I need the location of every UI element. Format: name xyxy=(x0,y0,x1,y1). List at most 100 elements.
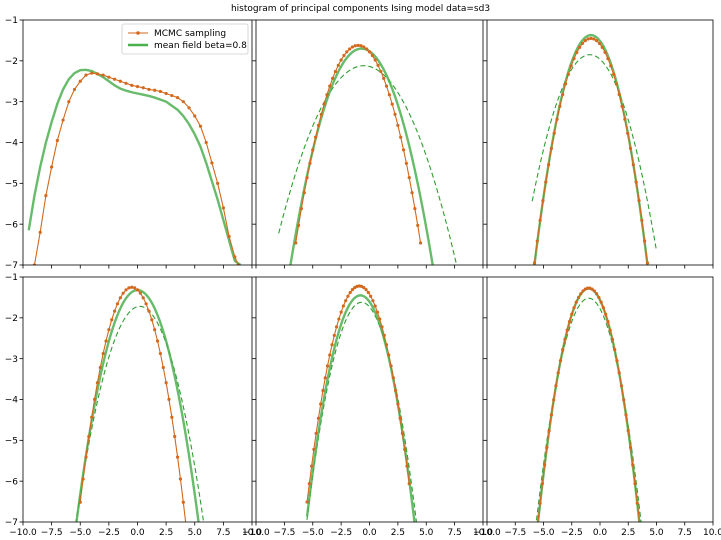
y-tick-label: −6 xyxy=(5,220,19,230)
mcmc-point xyxy=(567,320,572,324)
mcmc-point xyxy=(323,376,327,380)
mcmc-point xyxy=(387,353,391,357)
mcmc-point xyxy=(546,163,551,167)
x-tick-label: 5.0 xyxy=(649,528,664,538)
mcmc-point xyxy=(597,41,602,46)
mean-field-dashed-line xyxy=(75,305,205,522)
mcmc-point xyxy=(107,75,111,79)
mcmc-point xyxy=(554,384,558,388)
x-tick-label: 2.5 xyxy=(621,528,635,538)
plot-area xyxy=(305,284,417,522)
mcmc-point xyxy=(78,500,82,504)
mcmc-point xyxy=(592,37,596,41)
x-tick-label: −2.5 xyxy=(98,528,120,538)
mcmc-point xyxy=(589,36,593,40)
x-tick-label: 5.0 xyxy=(419,528,434,538)
mcmc-point xyxy=(342,53,346,58)
y-tick-label: −6 xyxy=(5,477,19,487)
mcmc-point xyxy=(90,415,94,419)
mcmc-point xyxy=(620,104,624,108)
mcmc-point xyxy=(633,482,637,486)
mcmc-point xyxy=(61,118,65,122)
mcmc-point xyxy=(609,64,613,68)
axes-frame xyxy=(255,19,484,266)
mcmc-point xyxy=(350,45,355,49)
mcmc-point xyxy=(540,482,544,486)
mcmc-point xyxy=(330,343,334,347)
mcmc-point xyxy=(403,447,407,451)
axes-frame xyxy=(486,19,714,266)
x-tick-label: −5.0 xyxy=(533,528,555,538)
mcmc-point xyxy=(601,306,605,310)
mcmc-point xyxy=(198,124,203,128)
mcmc-line xyxy=(533,37,649,265)
mcmc-point xyxy=(643,239,647,243)
mcmc-point xyxy=(313,135,318,139)
mcmc-point xyxy=(384,343,389,347)
y-tick-label: −2 xyxy=(5,57,18,67)
mcmc-point xyxy=(365,47,369,51)
mcmc-point xyxy=(153,88,157,92)
mcmc-point xyxy=(391,376,395,380)
mcmc-point xyxy=(585,286,590,290)
mean-field-dashed-line xyxy=(278,65,458,265)
mcmc-point xyxy=(316,123,321,127)
mcmc-line xyxy=(295,44,422,244)
legend: MCMC sampling mean field beta=0.8 xyxy=(121,23,249,55)
mcmc-point xyxy=(615,359,619,363)
mcmc-point xyxy=(545,445,549,449)
mcmc-point xyxy=(147,87,151,92)
mean-field-line xyxy=(289,47,434,265)
mcmc-point xyxy=(299,207,303,211)
x-tick-label: −7.5 xyxy=(273,528,295,538)
mcmc-point xyxy=(608,328,612,332)
mcmc-point xyxy=(590,287,594,291)
mcmc-point xyxy=(597,295,601,300)
mcmc-point xyxy=(606,56,610,61)
mcmc-point xyxy=(649,284,652,287)
mcmc-point xyxy=(141,86,145,90)
mcmc-point xyxy=(38,230,42,234)
mcmc-point xyxy=(558,359,563,363)
mcmc-point xyxy=(549,413,554,417)
mcmc-point xyxy=(555,117,559,121)
plot-area xyxy=(535,286,642,522)
mcmc-point xyxy=(378,317,382,321)
plot-area xyxy=(27,68,242,265)
mcmc-point xyxy=(570,312,574,316)
mcmc-point xyxy=(308,161,312,165)
x-tick-label: 7.5 xyxy=(216,528,230,538)
mcmc-point xyxy=(67,100,71,104)
mcmc-point xyxy=(181,500,185,504)
mcmc-point xyxy=(158,89,162,94)
mcmc-point xyxy=(311,148,315,152)
mcmc-point xyxy=(350,288,355,292)
mcmc-point xyxy=(614,82,618,86)
mcmc-point xyxy=(170,415,174,419)
mcmc-point xyxy=(141,296,145,300)
mcmc-point xyxy=(380,325,384,329)
mcmc-point xyxy=(634,180,638,184)
mcmc-point xyxy=(133,286,137,290)
mcmc-point xyxy=(617,92,621,97)
mcmc-point xyxy=(376,63,380,67)
mcmc-point xyxy=(566,72,570,76)
y-tick-label: −2 xyxy=(5,314,18,324)
mcmc-point xyxy=(87,434,91,439)
mcmc-point xyxy=(396,123,400,127)
mcmc-point xyxy=(84,455,88,459)
mcmc-point xyxy=(544,180,548,184)
mean-field-line xyxy=(27,68,242,265)
x-tick-label: −2.5 xyxy=(330,528,352,538)
x-tick-label: 0.0 xyxy=(130,528,145,538)
mcmc-point xyxy=(130,83,134,87)
mcmc-point xyxy=(538,501,542,505)
x-tick-label: −2.5 xyxy=(561,528,583,538)
mcmc-point xyxy=(210,161,214,165)
mcmc-point xyxy=(579,292,583,296)
y-tick-label: −4 xyxy=(5,396,19,406)
mcmc-point xyxy=(580,41,585,46)
mcmc-point xyxy=(538,218,542,222)
mcmc-point xyxy=(319,402,323,406)
mcmc-point xyxy=(193,114,197,118)
